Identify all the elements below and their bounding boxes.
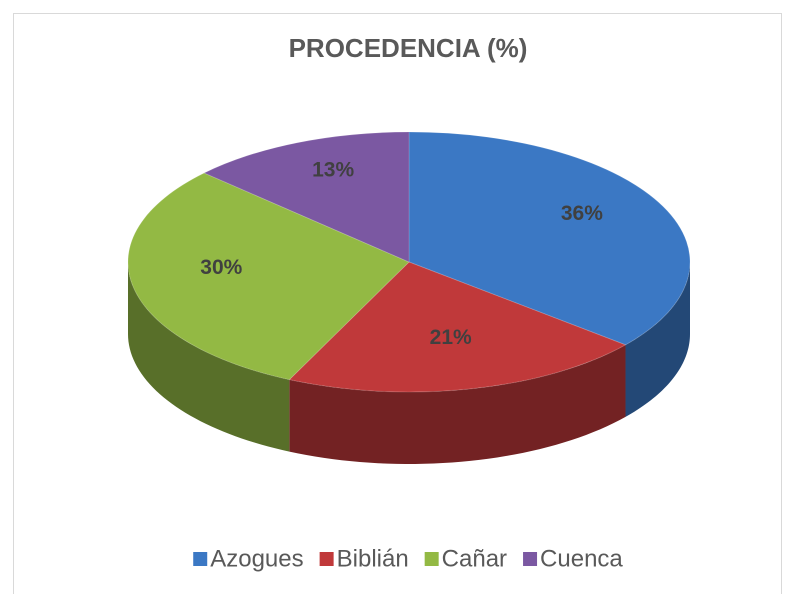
chart-title: PROCEDENCIA (%)	[289, 33, 528, 63]
slice	[127, 172, 410, 381]
slice	[408, 131, 691, 346]
slice	[202, 131, 410, 263]
slice-side	[128, 262, 290, 452]
data-label: 13%	[312, 158, 354, 181]
legend: Azogues Biblián Cañar Cuenca	[193, 545, 623, 572]
slice-side	[289, 344, 626, 464]
slice	[288, 261, 627, 393]
legend-label: Biblián	[337, 545, 409, 572]
data-label: 36%	[561, 202, 603, 225]
legend-marker	[193, 552, 208, 566]
data-label: 30%	[200, 256, 242, 279]
legend-label: Cuenca	[540, 545, 623, 572]
legend-marker	[424, 552, 439, 566]
data-label: 21%	[430, 326, 472, 349]
legend-label: Azogues	[210, 545, 303, 572]
legend-marker	[523, 552, 538, 566]
slice-side	[625, 262, 690, 417]
legend-marker	[319, 552, 334, 566]
legend-label: Cañar	[442, 545, 507, 572]
